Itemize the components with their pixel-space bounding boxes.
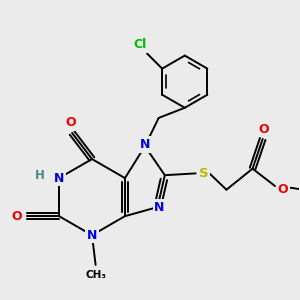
Text: O: O: [65, 116, 76, 129]
Text: S: S: [199, 167, 208, 180]
Text: N: N: [154, 201, 165, 214]
Text: CH₃: CH₃: [85, 270, 106, 280]
Text: H: H: [35, 169, 45, 182]
Text: N: N: [87, 229, 97, 242]
Text: Cl: Cl: [134, 38, 147, 51]
Text: O: O: [278, 183, 288, 196]
Text: O: O: [12, 210, 22, 223]
Text: O: O: [258, 123, 269, 136]
Text: N: N: [54, 172, 64, 184]
Text: N: N: [140, 138, 150, 151]
